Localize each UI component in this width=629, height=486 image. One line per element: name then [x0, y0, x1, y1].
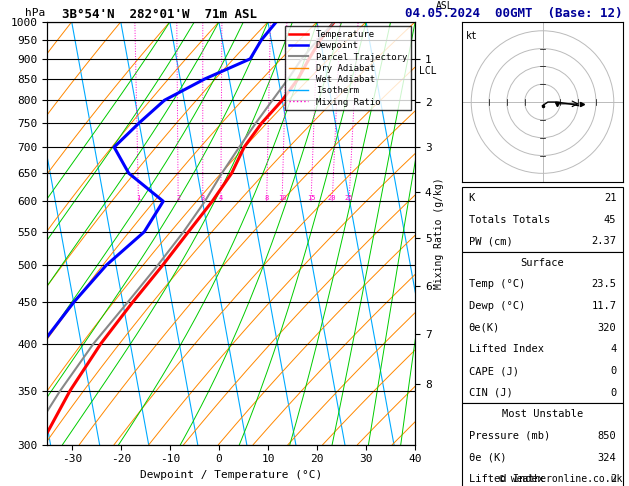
- Bar: [462, 187, 623, 252]
- Text: 21: 21: [604, 193, 616, 203]
- Text: © weatheronline.co.uk: © weatheronline.co.uk: [499, 473, 623, 484]
- Text: θe(K): θe(K): [469, 323, 500, 333]
- Text: PW (cm): PW (cm): [469, 236, 513, 246]
- Text: 4: 4: [610, 345, 616, 354]
- Text: 0: 0: [610, 366, 616, 376]
- Text: km
ASL: km ASL: [435, 0, 453, 11]
- Bar: [462, 252, 623, 403]
- Text: 2: 2: [176, 195, 181, 201]
- Text: 2: 2: [610, 474, 616, 484]
- Text: 3: 3: [201, 195, 205, 201]
- Text: 23.5: 23.5: [591, 279, 616, 290]
- Text: 10: 10: [278, 195, 286, 201]
- Text: Most Unstable: Most Unstable: [502, 409, 583, 419]
- Text: 2.37: 2.37: [591, 236, 616, 246]
- Text: Surface: Surface: [521, 258, 564, 268]
- Text: 20: 20: [328, 195, 337, 201]
- Text: 11.7: 11.7: [591, 301, 616, 311]
- X-axis label: Dewpoint / Temperature (°C): Dewpoint / Temperature (°C): [140, 470, 322, 480]
- Text: CIN (J): CIN (J): [469, 388, 513, 398]
- Text: Lifted Index: Lifted Index: [469, 474, 543, 484]
- Text: hPa: hPa: [25, 8, 45, 17]
- Text: kt: kt: [466, 31, 477, 41]
- Text: 3B°54'N  282°01'W  71m ASL: 3B°54'N 282°01'W 71m ASL: [47, 8, 257, 21]
- Text: K: K: [469, 193, 475, 203]
- Text: Dewp (°C): Dewp (°C): [469, 301, 525, 311]
- Bar: [462, 403, 623, 486]
- Text: 15: 15: [307, 195, 315, 201]
- Text: 4: 4: [219, 195, 223, 201]
- Text: Temp (°C): Temp (°C): [469, 279, 525, 290]
- Text: 04.05.2024  00GMT  (Base: 12): 04.05.2024 00GMT (Base: 12): [405, 7, 623, 20]
- Legend: Temperature, Dewpoint, Parcel Trajectory, Dry Adiabat, Wet Adiabat, Isotherm, Mi: Temperature, Dewpoint, Parcel Trajectory…: [285, 26, 411, 110]
- Text: 320: 320: [598, 323, 616, 333]
- Text: Lifted Index: Lifted Index: [469, 345, 543, 354]
- Text: Totals Totals: Totals Totals: [469, 214, 550, 225]
- Text: Pressure (mb): Pressure (mb): [469, 431, 550, 441]
- Text: 0: 0: [610, 388, 616, 398]
- Text: 25: 25: [345, 195, 353, 201]
- Text: 324: 324: [598, 452, 616, 463]
- Text: 8: 8: [265, 195, 269, 201]
- Text: 45: 45: [604, 214, 616, 225]
- Text: 1: 1: [136, 195, 140, 201]
- Text: CAPE (J): CAPE (J): [469, 366, 519, 376]
- Text: 850: 850: [598, 431, 616, 441]
- Text: θe (K): θe (K): [469, 452, 506, 463]
- Text: Mixing Ratio (g/kg): Mixing Ratio (g/kg): [434, 177, 444, 289]
- Text: LCL: LCL: [419, 66, 437, 76]
